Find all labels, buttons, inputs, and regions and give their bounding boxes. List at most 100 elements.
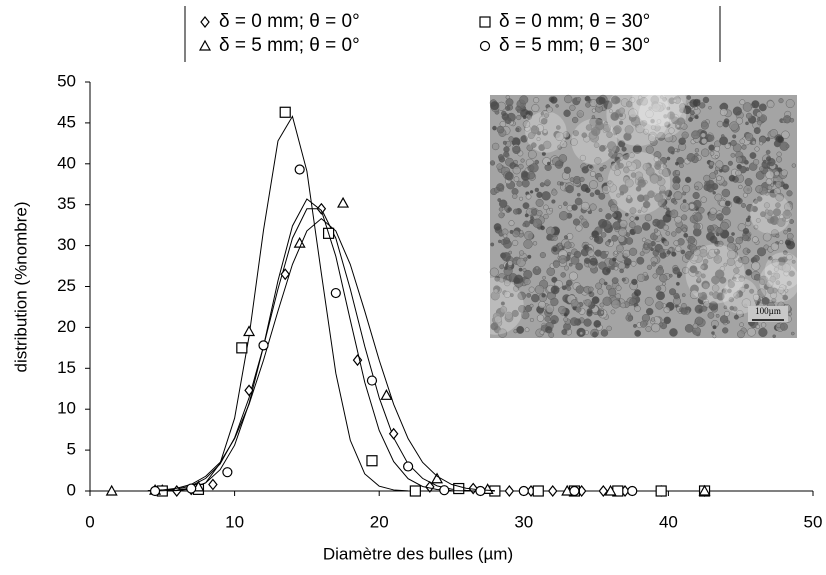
bubble	[719, 136, 729, 146]
bubble	[769, 129, 778, 138]
bubble	[496, 163, 503, 170]
bubble	[594, 189, 601, 196]
bubble	[637, 209, 642, 214]
bubble	[689, 110, 695, 116]
bubble	[775, 233, 780, 238]
bubble	[602, 164, 607, 169]
bubble	[753, 159, 760, 166]
highlight	[632, 72, 686, 127]
bubble	[558, 305, 567, 314]
bubble	[775, 280, 781, 285]
bubble	[666, 250, 671, 255]
bubble	[639, 97, 648, 106]
bubble	[716, 120, 724, 128]
bubble	[646, 264, 652, 270]
bubble	[534, 159, 540, 165]
bubble	[536, 210, 543, 217]
bubble	[698, 207, 705, 214]
bubble	[499, 264, 505, 270]
bubble	[550, 96, 558, 104]
bubble	[579, 176, 585, 183]
bubble	[652, 222, 657, 226]
point	[403, 461, 414, 472]
bubble	[619, 268, 624, 274]
bubble	[534, 265, 540, 271]
bubble	[688, 116, 693, 122]
bubble	[626, 100, 633, 108]
bubble	[519, 230, 524, 234]
bubble	[527, 171, 536, 180]
bubble	[598, 192, 606, 200]
bubble	[554, 160, 564, 169]
bubble	[781, 169, 788, 177]
bubble	[490, 322, 499, 331]
bubble	[786, 190, 793, 197]
bubble	[591, 126, 601, 136]
bubble	[680, 307, 688, 315]
bubble	[600, 310, 605, 315]
bubble	[546, 226, 555, 236]
bubble	[591, 230, 600, 239]
bubble	[575, 262, 583, 271]
fit-curve	[147, 208, 495, 492]
bubble	[524, 230, 534, 241]
bubble	[653, 156, 660, 162]
bubble	[766, 100, 775, 109]
bubble	[712, 191, 716, 195]
bubble	[732, 106, 742, 116]
bubble	[778, 98, 784, 104]
bubble	[700, 273, 706, 279]
highlight	[685, 244, 745, 304]
bubble	[700, 121, 709, 130]
fit-curve	[147, 115, 495, 492]
bubble	[551, 199, 556, 204]
bubble	[701, 138, 708, 145]
bubble	[498, 239, 502, 244]
point	[655, 485, 667, 497]
x-tick-label: 50	[804, 512, 823, 531]
bubble	[753, 127, 761, 135]
bubble	[691, 130, 700, 140]
bubble	[641, 120, 648, 126]
bubble	[616, 244, 624, 253]
point	[280, 268, 290, 281]
bubble	[664, 121, 671, 128]
bubble	[784, 288, 789, 293]
bubble	[543, 213, 549, 220]
bubble	[490, 242, 495, 247]
bubble	[655, 267, 664, 276]
bubble	[572, 218, 581, 226]
point	[222, 467, 233, 478]
bubble	[585, 124, 593, 131]
bubble	[695, 316, 704, 325]
bubble	[507, 207, 512, 212]
bubble	[755, 218, 761, 223]
bubble	[723, 305, 728, 310]
bubble	[576, 192, 581, 197]
bubble	[673, 200, 678, 205]
bubble	[741, 144, 747, 150]
bubble	[788, 270, 795, 277]
bubble	[786, 280, 792, 286]
bubble	[516, 114, 522, 121]
bubble	[755, 300, 760, 306]
bubble	[770, 242, 779, 251]
bubble	[648, 106, 652, 110]
bubble	[541, 191, 551, 201]
bubble	[650, 125, 656, 131]
bubble	[563, 235, 569, 240]
bubble	[760, 322, 767, 328]
bubble	[684, 250, 694, 260]
bubble	[505, 105, 511, 111]
bubble	[569, 317, 579, 326]
x-tick-label: 0	[85, 512, 94, 531]
bubble	[693, 223, 701, 231]
bubble	[545, 326, 553, 334]
bubble	[730, 152, 736, 158]
bubble	[550, 297, 559, 307]
bubble	[523, 239, 533, 249]
bubble	[533, 97, 540, 104]
point	[627, 485, 638, 497]
bubble	[711, 331, 715, 335]
bubble	[739, 138, 746, 145]
